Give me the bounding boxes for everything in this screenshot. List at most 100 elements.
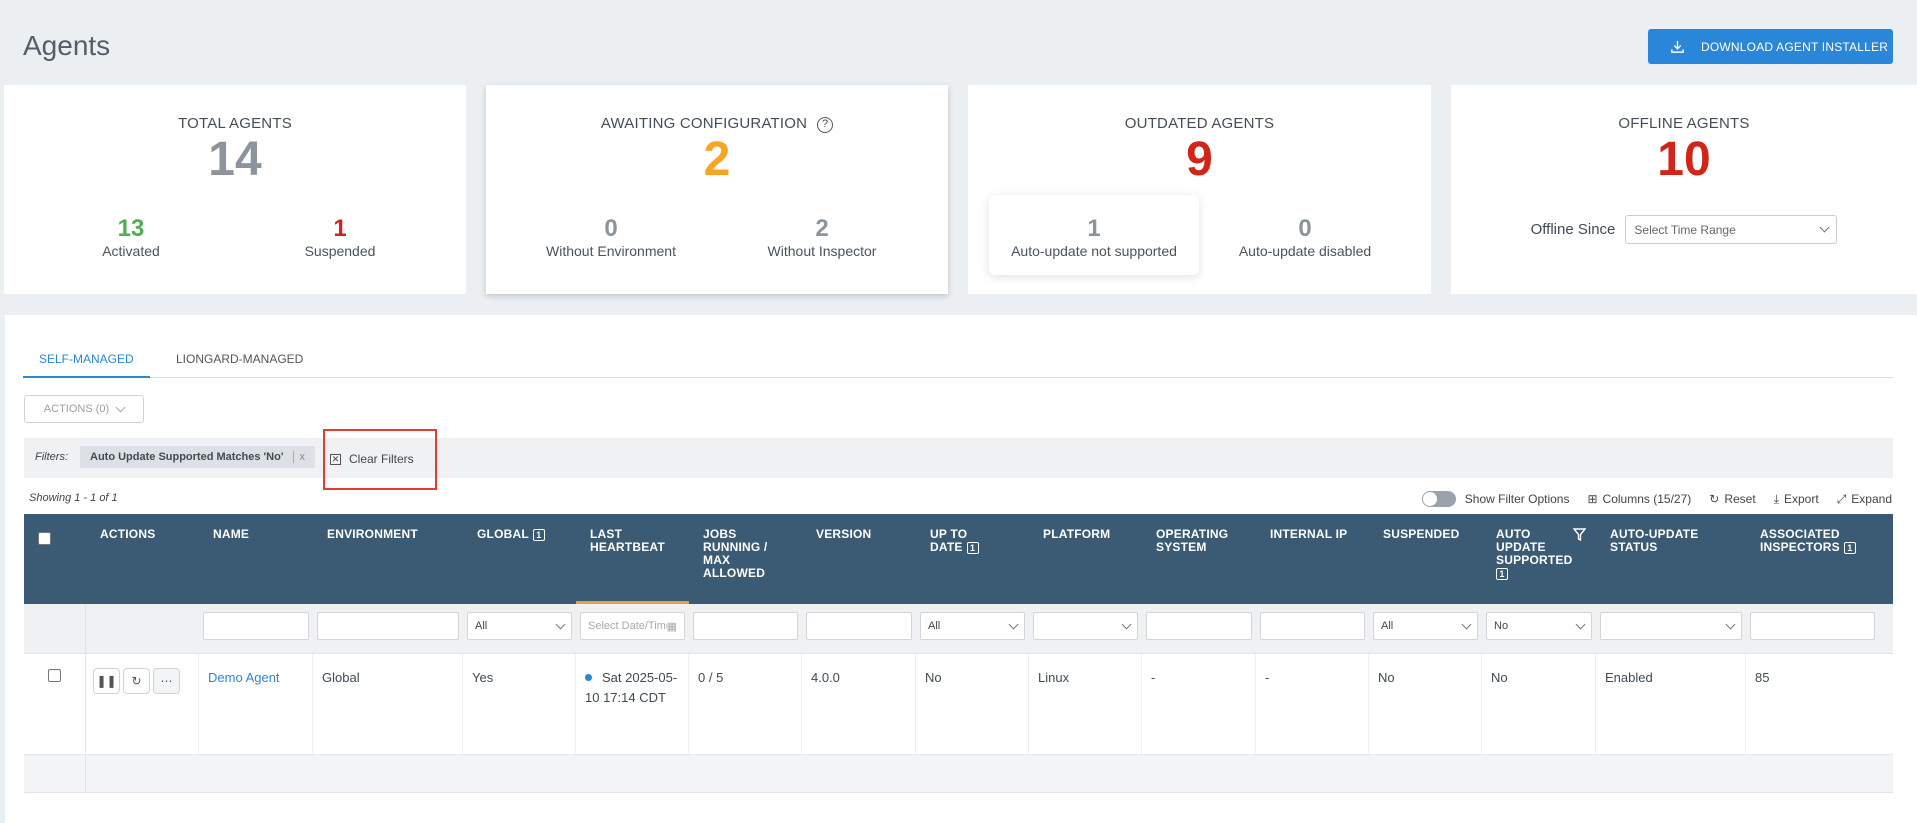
chevron-down-icon bbox=[1121, 619, 1132, 629]
columns-button[interactable]: ⊞ Columns (15/27) bbox=[1587, 492, 1692, 506]
agents-grid: ACTIONS NAME ENVIRONMENT GLOBAL 1 LAST HEA… bbox=[24, 514, 1893, 793]
heartbeat-filter-input[interactable]: Select Date/Time ▦ bbox=[580, 612, 685, 640]
row-version-cell: 4.0.0 bbox=[802, 654, 916, 754]
tab-self-managed[interactable]: SELF-MANAGED bbox=[23, 347, 150, 378]
filter-bar: Filters: Auto Update Supported Matches '… bbox=[24, 438, 1893, 478]
platform-filter-select[interactable] bbox=[1033, 612, 1138, 640]
row-checkbox[interactable] bbox=[48, 669, 61, 682]
export-button[interactable]: ⤓ Export bbox=[1773, 491, 1819, 507]
grid-toolbar: Show Filter Options ⊞ Columns (15/27) ↻ Re… bbox=[1421, 491, 1892, 507]
table-row[interactable]: ❚❚ ↻ ⋯ Demo Agent Global Yes Sat 2025-05- 1… bbox=[24, 654, 1893, 755]
offline-since-label: Offline Since bbox=[1530, 221, 1616, 238]
suspended-stat[interactable]: 1 Suspended bbox=[240, 215, 440, 259]
row-jobs-cell: 0 / 5 bbox=[689, 654, 802, 754]
auto-update-filter-select[interactable]: No bbox=[1486, 612, 1592, 640]
auto-update-status-filter-select[interactable] bbox=[1600, 612, 1742, 640]
offline-agents-title: OFFLINE AGENTS bbox=[1618, 115, 1750, 132]
outdated-agents-card: OUTDATED AGENTS 9 1 Auto-update not supp… bbox=[968, 85, 1431, 294]
column-auto-update-supported[interactable]: AUTO UPDATE SUPPORTED 1 bbox=[1482, 514, 1596, 604]
agent-name-link[interactable]: Demo Agent bbox=[208, 670, 280, 685]
column-associated-inspectors[interactable]: ASSOCIATED INSPECTORS 1 bbox=[1746, 514, 1879, 604]
column-last-heartbeat[interactable]: LAST HEARTBEAT bbox=[576, 514, 689, 604]
showing-count: Showing 1 - 1 of 1 bbox=[29, 492, 118, 504]
chevron-down-icon bbox=[1461, 619, 1472, 629]
auto-update-disabled-stat[interactable]: 0 Auto-update disabled bbox=[1205, 215, 1405, 259]
inspectors-filter-input[interactable] bbox=[1750, 612, 1875, 640]
row-global-cell: Yes bbox=[463, 654, 576, 754]
awaiting-configuration-value: 2 bbox=[703, 133, 731, 186]
row-internal-ip-cell: - bbox=[1256, 654, 1369, 754]
column-version[interactable]: VERSION bbox=[816, 527, 872, 541]
actions-dropdown[interactable]: ACTIONS (0) bbox=[24, 395, 144, 423]
pause-icon[interactable]: ❚❚ bbox=[93, 668, 120, 694]
reset-button[interactable]: ↻ Reset bbox=[1709, 492, 1756, 506]
column-suspended[interactable]: SUSPENDED bbox=[1383, 527, 1460, 541]
time-range-placeholder: Select Time Range bbox=[1634, 222, 1736, 237]
column-jobs[interactable]: JOBS RUNNING / MAX ALLOWED bbox=[703, 527, 768, 580]
row-select-cell bbox=[24, 654, 86, 754]
filter-chip[interactable]: Auto Update Supported Matches 'No' x bbox=[80, 446, 315, 468]
info-icon: 1 bbox=[532, 528, 545, 541]
filter-cell-empty bbox=[24, 604, 86, 653]
info-icon: 1 bbox=[1496, 567, 1508, 580]
show-filter-options-toggle[interactable]: Show Filter Options bbox=[1421, 491, 1569, 507]
chevron-down-icon bbox=[115, 402, 126, 412]
global-filter-select[interactable]: All bbox=[467, 612, 572, 640]
up-to-date-filter-select[interactable]: All bbox=[920, 612, 1025, 640]
download-agent-installer-button[interactable]: DOWNLOAD AGENT INSTALLER bbox=[1648, 29, 1893, 64]
more-options-icon[interactable]: ⋯ bbox=[153, 668, 180, 694]
suspended-filter-select[interactable]: All bbox=[1373, 612, 1478, 640]
internal-ip-filter-input[interactable] bbox=[1260, 612, 1365, 640]
highlight-box bbox=[323, 429, 437, 490]
row-actions-cell: ❚❚ ↻ ⋯ bbox=[86, 654, 199, 754]
total-agents-card: TOTAL AGENTS 14 13 Activated 1 Suspended bbox=[4, 85, 466, 294]
auto-update-not-supported-stat[interactable]: 1 Auto-update not supported bbox=[994, 215, 1194, 259]
time-range-select[interactable]: Select Time Range bbox=[1625, 215, 1838, 244]
clear-filters-button[interactable]: ✕ Clear Filters bbox=[330, 452, 414, 466]
help-icon[interactable]: ? bbox=[817, 117, 834, 133]
filter-chip-label: Auto Update Supported Matches 'No' bbox=[90, 451, 284, 463]
name-filter-input[interactable] bbox=[203, 612, 309, 640]
offline-since-row: Offline Since Select Time Range bbox=[1451, 215, 1917, 244]
grid-filter-row: All Select Date/Time ▦ All All No bbox=[24, 604, 1893, 654]
close-icon[interactable]: x bbox=[293, 451, 305, 463]
outdated-agents-value: 9 bbox=[1186, 133, 1213, 186]
environment-filter-input[interactable] bbox=[317, 612, 459, 640]
download-label: DOWNLOAD AGENT INSTALLER bbox=[1701, 39, 1889, 54]
tab-liongard-managed[interactable]: LIONGARD-MANAGED bbox=[176, 352, 304, 366]
without-environment-stat[interactable]: 0 Without Environment bbox=[511, 215, 711, 259]
activated-stat[interactable]: 13 Activated bbox=[31, 215, 231, 259]
refresh-icon[interactable]: ↻ bbox=[123, 668, 150, 694]
column-name[interactable]: NAME bbox=[213, 527, 250, 541]
column-internal-ip[interactable]: INTERNAL IP bbox=[1270, 527, 1348, 541]
without-inspector-stat[interactable]: 2 Without Inspector bbox=[722, 215, 922, 259]
column-up-to-date[interactable]: UP TO DATE 1 bbox=[916, 514, 1029, 604]
filters-label: Filters: bbox=[35, 451, 68, 463]
filter-icon[interactable] bbox=[1573, 528, 1586, 541]
select-all-header bbox=[24, 514, 86, 604]
expand-button[interactable]: ⤢ Expand bbox=[1836, 491, 1892, 507]
outdated-agents-title: OUTDATED AGENTS bbox=[1124, 115, 1275, 132]
awaiting-configuration-card: AWAITING CONFIGURATION? 2 0 Without Envi… bbox=[486, 85, 948, 294]
version-filter-input[interactable] bbox=[806, 612, 912, 640]
chevron-down-icon bbox=[555, 619, 566, 629]
filter-cell-global: All bbox=[463, 604, 576, 653]
suspended-label: Suspended bbox=[304, 243, 376, 259]
column-global[interactable]: GLOBAL 1 bbox=[463, 514, 576, 604]
row-auto-update-status-cell: Enabled bbox=[1596, 654, 1746, 754]
info-icon: 1 bbox=[1843, 541, 1856, 554]
filter-cell-internal-ip bbox=[1256, 604, 1369, 653]
filter-cell-auto-update: No bbox=[1482, 604, 1596, 653]
os-filter-input[interactable] bbox=[1146, 612, 1252, 640]
expand-icon: ⤢ bbox=[1836, 491, 1847, 506]
jobs-filter-input[interactable] bbox=[693, 612, 798, 640]
calendar-icon: ▦ bbox=[666, 620, 677, 633]
without-inspector-label: Without Inspector bbox=[767, 243, 877, 259]
column-auto-update-status[interactable]: AUTO-UPDATE STATUS bbox=[1610, 527, 1699, 554]
column-environment[interactable]: ENVIRONMENT bbox=[327, 527, 418, 541]
column-operating-system[interactable]: OPERATING SYSTEM bbox=[1156, 527, 1229, 554]
column-platform[interactable]: PLATFORM bbox=[1043, 527, 1111, 541]
activated-label: Activated bbox=[102, 243, 160, 259]
grid-icon: ⊞ bbox=[1587, 492, 1598, 506]
select-all-checkbox[interactable] bbox=[38, 532, 51, 545]
